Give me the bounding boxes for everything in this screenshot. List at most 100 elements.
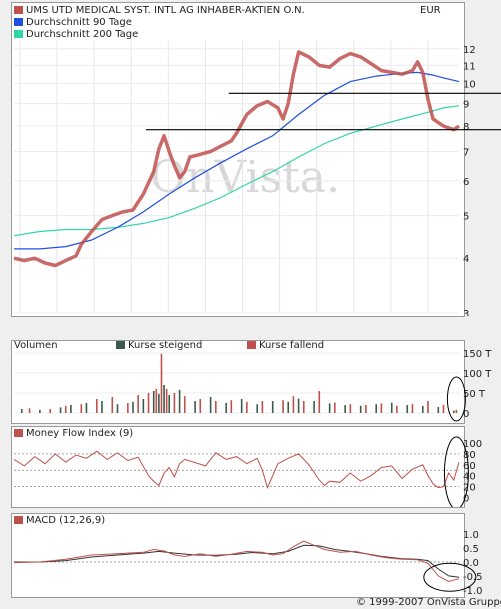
volume-bar-down [147, 393, 150, 413]
price-line [13, 50, 460, 268]
volume-bar-up [20, 409, 23, 413]
volume-bar-up [406, 405, 409, 413]
volume-bar-up [225, 403, 227, 413]
volume-bar-down [334, 402, 336, 413]
legend-ma90: Durchschnitt 90 Tage [14, 17, 132, 28]
volume-panel: Volumen Kurse steigend Kurse fallend 0 50… [11, 340, 492, 424]
macd-tick-label: 0.5 [463, 544, 479, 555]
currency-label: EUR [420, 5, 441, 16]
ma200-swatch [14, 30, 23, 38]
mfi-tick-label: 40 [463, 472, 476, 483]
volume-bar-down [292, 396, 295, 413]
macd-title: MACD (12,26,9) [26, 515, 106, 526]
macd-panel: MACD (12,26,9) -1.0 -0.5 0.0 0.5 1.0 [11, 513, 483, 598]
volume-down-label: Kurse fallend [259, 340, 325, 351]
macd-highlight-ellipse [423, 562, 477, 592]
volume-highlight-ellipse [446, 376, 466, 422]
volume-bar-down [111, 397, 114, 413]
y-tick-label: 11 [463, 61, 476, 72]
volume-bar-up [359, 405, 362, 413]
y-tick-label: 8 [463, 122, 469, 133]
volume-bar-up [194, 401, 196, 413]
volume-tick-label: 0 [463, 409, 469, 420]
volume-bar-down [302, 401, 305, 413]
volume-down-swatch [247, 341, 256, 349]
mfi-panel: Money Flow Index (9) 0 20 40 60 80 100 [11, 426, 482, 508]
mfi-tick-label: 0 [463, 494, 469, 505]
y-tick-label: 9 [463, 100, 469, 111]
volume-bar-up [132, 401, 134, 413]
volume-bar-down [95, 399, 98, 413]
volume-bar-down [49, 409, 52, 413]
volume-bar-up [297, 398, 300, 413]
volume-bar-up [158, 393, 160, 413]
volume-bar-down [215, 401, 217, 413]
price-chart-svg: JulAugSepOktNovDez2007FebMärAprMaiJun345… [13, 41, 501, 316]
volume-bar-up [313, 401, 315, 413]
y-tick-label: 5 [463, 212, 469, 223]
legend-ma200: Durchschnitt 200 Tage [14, 29, 138, 40]
volume-bar-down [127, 403, 129, 413]
volume-bar-up [453, 410, 455, 413]
mfi-tick-label: 20 [463, 483, 476, 494]
macd-tick-label: 0.0 [463, 558, 479, 569]
volume-bar-up [59, 407, 62, 413]
volume-bar-up [209, 397, 212, 413]
volume-bar-down [411, 404, 414, 413]
volume-bar-down [318, 391, 321, 413]
volume-bar-up [421, 405, 424, 413]
volume-chart-svg: 0 50 T 100 T 150 T [14, 349, 492, 422]
volume-down-legend: Kurse fallend [247, 340, 324, 351]
volume-bar-down [165, 389, 168, 413]
volume-bar-down [455, 409, 458, 413]
volume-bar-down [246, 401, 248, 413]
volume-bar-down [137, 395, 139, 413]
copyright: © 1999-2007 OnVista Gruppe [356, 597, 501, 608]
volume-bar-up [328, 403, 331, 413]
volume-bar-down [199, 399, 202, 413]
volume-up-legend: Kurse steigend [116, 340, 202, 351]
ma90-swatch [14, 18, 23, 26]
volume-bar-down [155, 389, 158, 413]
volume-tick-label: 50 T [463, 389, 486, 400]
macd-tick-label: -0.5 [463, 572, 483, 583]
volume-bar-up [437, 407, 440, 413]
y-tick-label: 6 [463, 177, 469, 188]
volume-bar-down [427, 401, 429, 413]
volume-bar-up [39, 409, 41, 413]
stock-legend: UMS UTD MEDICAL SYST. INTL AG INHABER-AK… [14, 5, 305, 16]
y-tick-label: 4 [463, 254, 469, 265]
volume-bar-up [168, 395, 171, 413]
volume-bar-up [271, 401, 274, 413]
volume-bar-up [163, 385, 165, 413]
macd-tick-label: -1.0 [463, 586, 483, 597]
mfi-highlight-ellipse [443, 436, 469, 507]
stock-name: UMS UTD MEDICAL SYST. INTL AG INHABER-AK… [26, 5, 305, 16]
macd-legend: MACD (12,26,9) [14, 515, 105, 526]
volume-bar-down [183, 396, 186, 413]
price-chart-panel: UMS UTD MEDICAL SYST. INTL AG INHABER-AK… [11, 2, 501, 317]
volume-bar-up [287, 401, 290, 413]
volume-bar-up [85, 403, 88, 413]
mfi-swatch [14, 429, 23, 437]
volume-bar-up [344, 405, 346, 413]
volume-bar-up [375, 404, 378, 413]
volume-bar-down [28, 408, 31, 413]
y-tick-label: 12 [463, 45, 476, 56]
macd-signal-line [14, 544, 460, 578]
ma90-line [14, 71, 460, 250]
mfi-legend: Money Flow Index (9) [14, 428, 133, 439]
volume-bar-up [240, 399, 243, 413]
ma200-label: Durchschnitt 200 Tage [26, 29, 139, 40]
volume-bar-up [101, 401, 103, 413]
volume-bar-up [152, 391, 155, 413]
mfi-tick-label: 60 [463, 461, 476, 472]
volume-bar-down [160, 353, 163, 413]
y-tick-label: 10 [463, 80, 476, 91]
volume-tick-label: 150 T [463, 349, 492, 360]
volume-bar-up [70, 405, 72, 413]
ma90-label: Durchschnitt 90 Tage [26, 17, 132, 28]
volume-bar-up [178, 389, 181, 413]
volume-bar-down [349, 404, 352, 413]
